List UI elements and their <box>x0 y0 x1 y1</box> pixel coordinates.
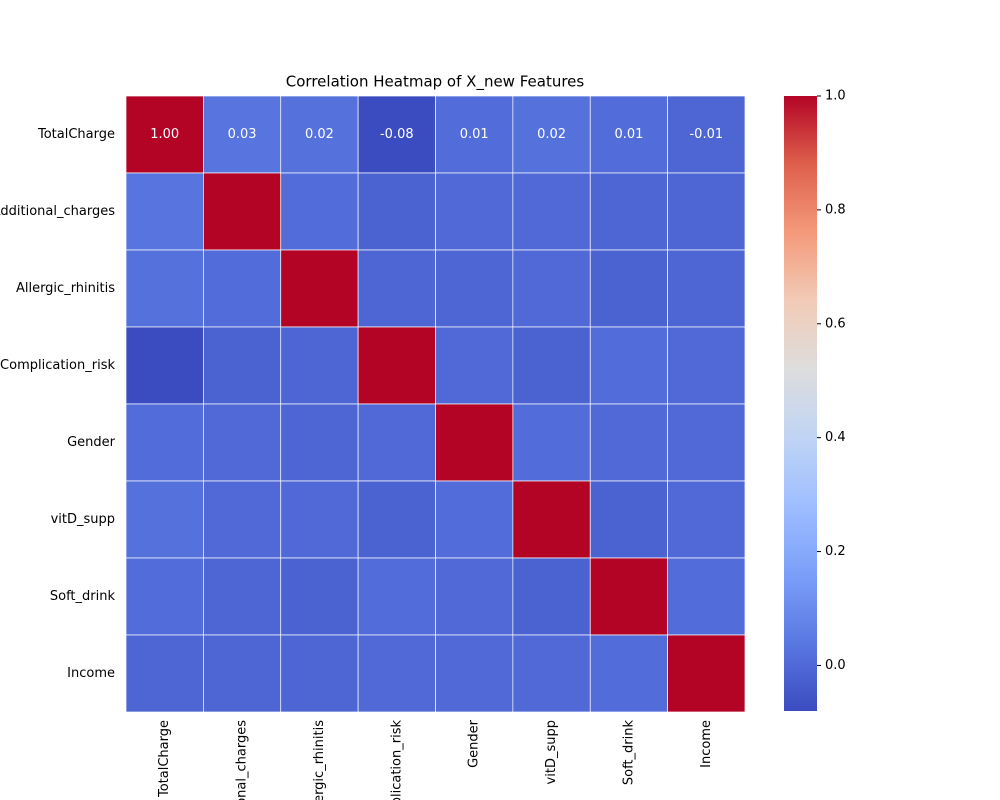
cell-label: 0.03 <box>228 127 257 142</box>
colorbar-tick-label: 0.2 <box>825 544 846 559</box>
colorbar-tick-label: 0.6 <box>825 316 846 331</box>
heatmap-cell <box>435 480 514 559</box>
cell-label: 1.00 <box>150 127 179 142</box>
heatmap-cell <box>512 480 591 559</box>
heatmap-cell <box>357 634 436 713</box>
cell-label: 0.02 <box>305 127 334 142</box>
row-label: vitD_supp <box>51 512 115 527</box>
row-label: Income <box>67 666 115 681</box>
heatmap-cell <box>512 95 591 174</box>
colorbar-tick-label: 0.4 <box>825 430 846 445</box>
heatmap-cell <box>125 95 204 174</box>
heatmap-cell <box>435 403 514 482</box>
heatmap-cell <box>667 480 746 559</box>
cell-label: -0.08 <box>380 127 414 142</box>
heatmap-cell <box>280 557 359 636</box>
column-label: Soft_drink <box>621 720 636 786</box>
heatmap-cell <box>203 95 282 174</box>
heatmap-cell <box>203 403 282 482</box>
column-label: vitD_supp <box>544 720 559 784</box>
colorbar <box>784 96 817 711</box>
heatmap-cell <box>512 403 591 482</box>
heatmap-cell <box>280 172 359 251</box>
heatmap-cell <box>203 172 282 251</box>
heatmap-cell <box>589 326 668 405</box>
heatmap-cell <box>435 95 514 174</box>
heatmap-cell <box>667 557 746 636</box>
heatmap-cell <box>667 249 746 328</box>
heatmap-cell <box>667 403 746 482</box>
cell-label: 0.01 <box>460 127 489 142</box>
heatmap-cell <box>125 326 204 405</box>
cell-label: 0.02 <box>537 127 566 142</box>
heatmap-cell <box>280 95 359 174</box>
heatmap-cell <box>589 249 668 328</box>
colorbar-tick-label: 0.0 <box>825 658 846 673</box>
heatmap-cell <box>589 557 668 636</box>
row-label: Complication_risk <box>0 358 115 373</box>
heatmap-cell <box>357 403 436 482</box>
row-label: TotalCharge <box>37 127 115 142</box>
heatmap-cell <box>667 95 746 174</box>
heatmap-cell <box>280 326 359 405</box>
row-label: Additional_charges <box>0 204 115 219</box>
heatmap-cell <box>589 480 668 559</box>
heatmap-cell <box>435 557 514 636</box>
heatmap-cell <box>203 557 282 636</box>
colorbar-tick-label: 1.0 <box>825 89 846 104</box>
heatmap-cell <box>125 634 204 713</box>
heatmap-cell <box>512 326 591 405</box>
heatmap-cell <box>512 557 591 636</box>
heatmap-cell <box>357 172 436 251</box>
heatmap-cell <box>125 172 204 251</box>
heatmap-cell <box>589 403 668 482</box>
heatmap-cell <box>280 634 359 713</box>
cell-label: 0.01 <box>614 127 643 142</box>
heatmap-cell <box>435 634 514 713</box>
column-label: Complication_risk <box>389 720 404 800</box>
heatmap-cell <box>435 172 514 251</box>
column-label: Allergic_rhinitis <box>312 720 327 800</box>
heatmap-cell <box>280 403 359 482</box>
column-label: TotalCharge <box>157 720 172 798</box>
heatmap-cell <box>435 326 514 405</box>
colorbar-tick-label: 0.8 <box>825 202 846 217</box>
heatmap-cell <box>203 634 282 713</box>
heatmap-cell <box>280 249 359 328</box>
heatmap-cell <box>589 634 668 713</box>
heatmap-cell <box>280 480 359 559</box>
heatmap-cell <box>512 634 591 713</box>
heatmap-cell <box>125 557 204 636</box>
column-label: Income <box>699 720 714 768</box>
heatmap-cell <box>589 172 668 251</box>
heatmap-cell <box>667 172 746 251</box>
heatmap-cell <box>357 326 436 405</box>
cell-label: -0.01 <box>689 127 723 142</box>
heatmap-cell <box>357 480 436 559</box>
heatmap-cell <box>512 249 591 328</box>
heatmap-cell <box>125 480 204 559</box>
row-label: Allergic_rhinitis <box>16 281 115 296</box>
heatmap-cell <box>357 249 436 328</box>
heatmap-cell <box>357 95 436 174</box>
heatmap-cell <box>357 557 436 636</box>
heatmap-cell <box>435 249 514 328</box>
column-label: Additional_charges <box>235 720 250 800</box>
heatmap-cell <box>203 326 282 405</box>
heatmap-cell <box>667 326 746 405</box>
chart-title: Correlation Heatmap of X_new Features <box>286 73 585 92</box>
heatmap-cell <box>512 172 591 251</box>
heatmap-cell <box>125 403 204 482</box>
row-label: Gender <box>67 435 116 450</box>
heatmap-cell <box>667 634 746 713</box>
heatmap-cell <box>125 249 204 328</box>
heatmap-cell <box>203 249 282 328</box>
column-label: Gender <box>467 719 482 768</box>
row-label: Soft_drink <box>50 589 116 604</box>
heatmap-cell <box>203 480 282 559</box>
